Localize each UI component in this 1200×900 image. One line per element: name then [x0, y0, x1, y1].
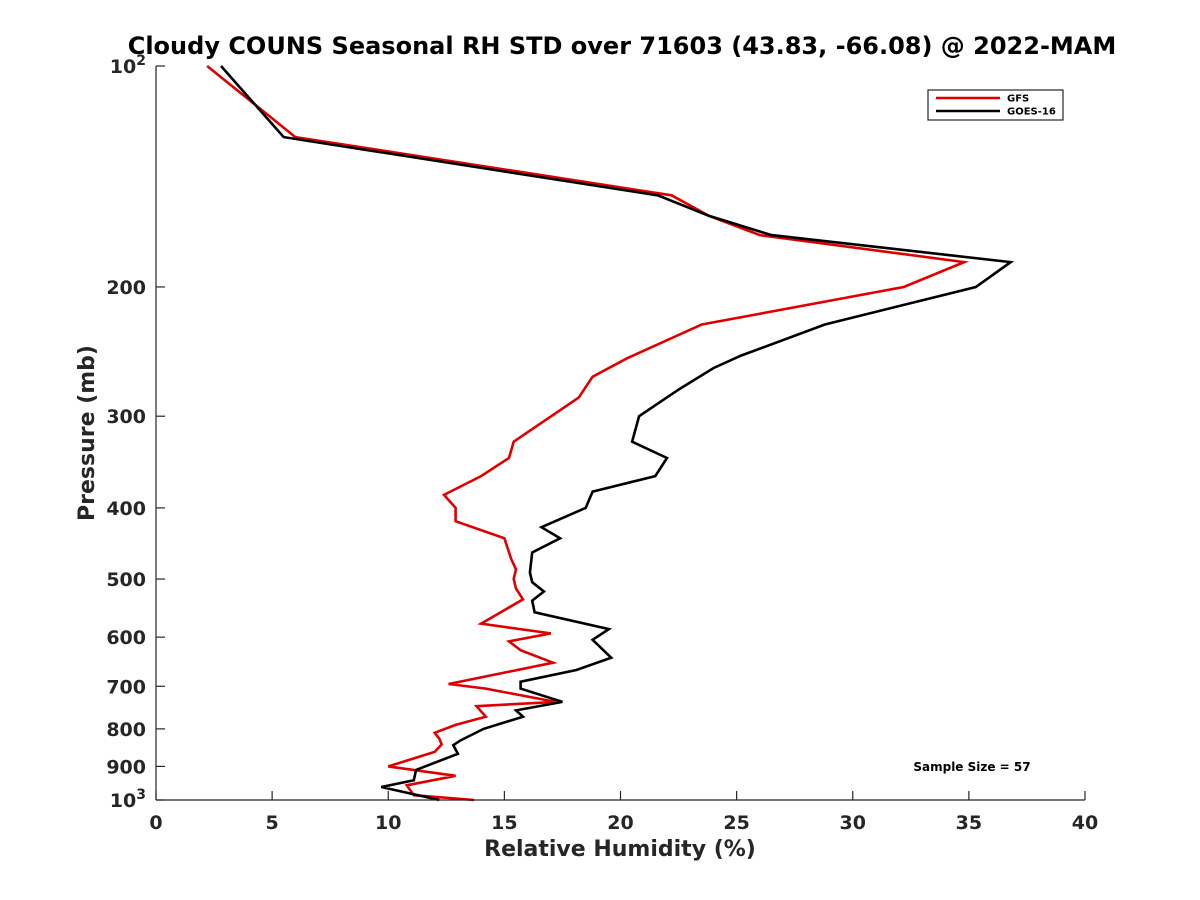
x-tick-label: 35 [956, 812, 982, 834]
x-tick-label: 15 [491, 812, 517, 834]
x-tick-label: 20 [607, 812, 633, 834]
legend-label: GFS [1007, 94, 1029, 105]
x-tick-label: 5 [266, 812, 279, 834]
sample-size-annotation: Sample Size = 57 [913, 760, 1030, 774]
y-tick-label: 600 [106, 627, 146, 649]
y-tick-label: 400 [106, 498, 146, 520]
series-group [206, 64, 1015, 802]
y-tick-label: 102 [110, 53, 146, 78]
legend-label: GOES-16 [1007, 107, 1056, 118]
y-tick-label: 103 [110, 787, 146, 812]
legend: GFS GOES-16 [927, 89, 1064, 121]
x-ticks: 0 5 10 15 20 25 30 35 40 [149, 791, 1098, 834]
y-tick-label: 800 [106, 719, 146, 741]
y-ticks: 102 200 300 400 500 600 700 800 900 103 [106, 53, 165, 812]
y-tick-label: 200 [106, 277, 146, 299]
y-axis-label: Pressure (mb) [75, 345, 100, 521]
plot-background [156, 66, 1085, 800]
x-tick-label: 40 [1072, 812, 1098, 834]
x-axis-label: Relative Humidity (%) [484, 837, 756, 862]
y-tick-label: 900 [106, 756, 146, 778]
y-tick-label: 300 [106, 406, 146, 428]
series-line-goes-16 [220, 65, 1015, 802]
x-tick-label: 0 [149, 812, 162, 834]
x-tick-label: 25 [723, 812, 749, 834]
x-tick-label: 10 [375, 812, 401, 834]
legend-box [927, 89, 1064, 121]
chart-title: Cloudy COUNS Seasonal RH STD over 71603 … [128, 32, 1117, 60]
series-line-gfs [206, 64, 970, 802]
plot-area [156, 64, 1085, 802]
y-tick-label: 700 [106, 676, 146, 698]
x-tick-label: 30 [840, 812, 866, 834]
y-tick-label: 500 [106, 569, 146, 591]
